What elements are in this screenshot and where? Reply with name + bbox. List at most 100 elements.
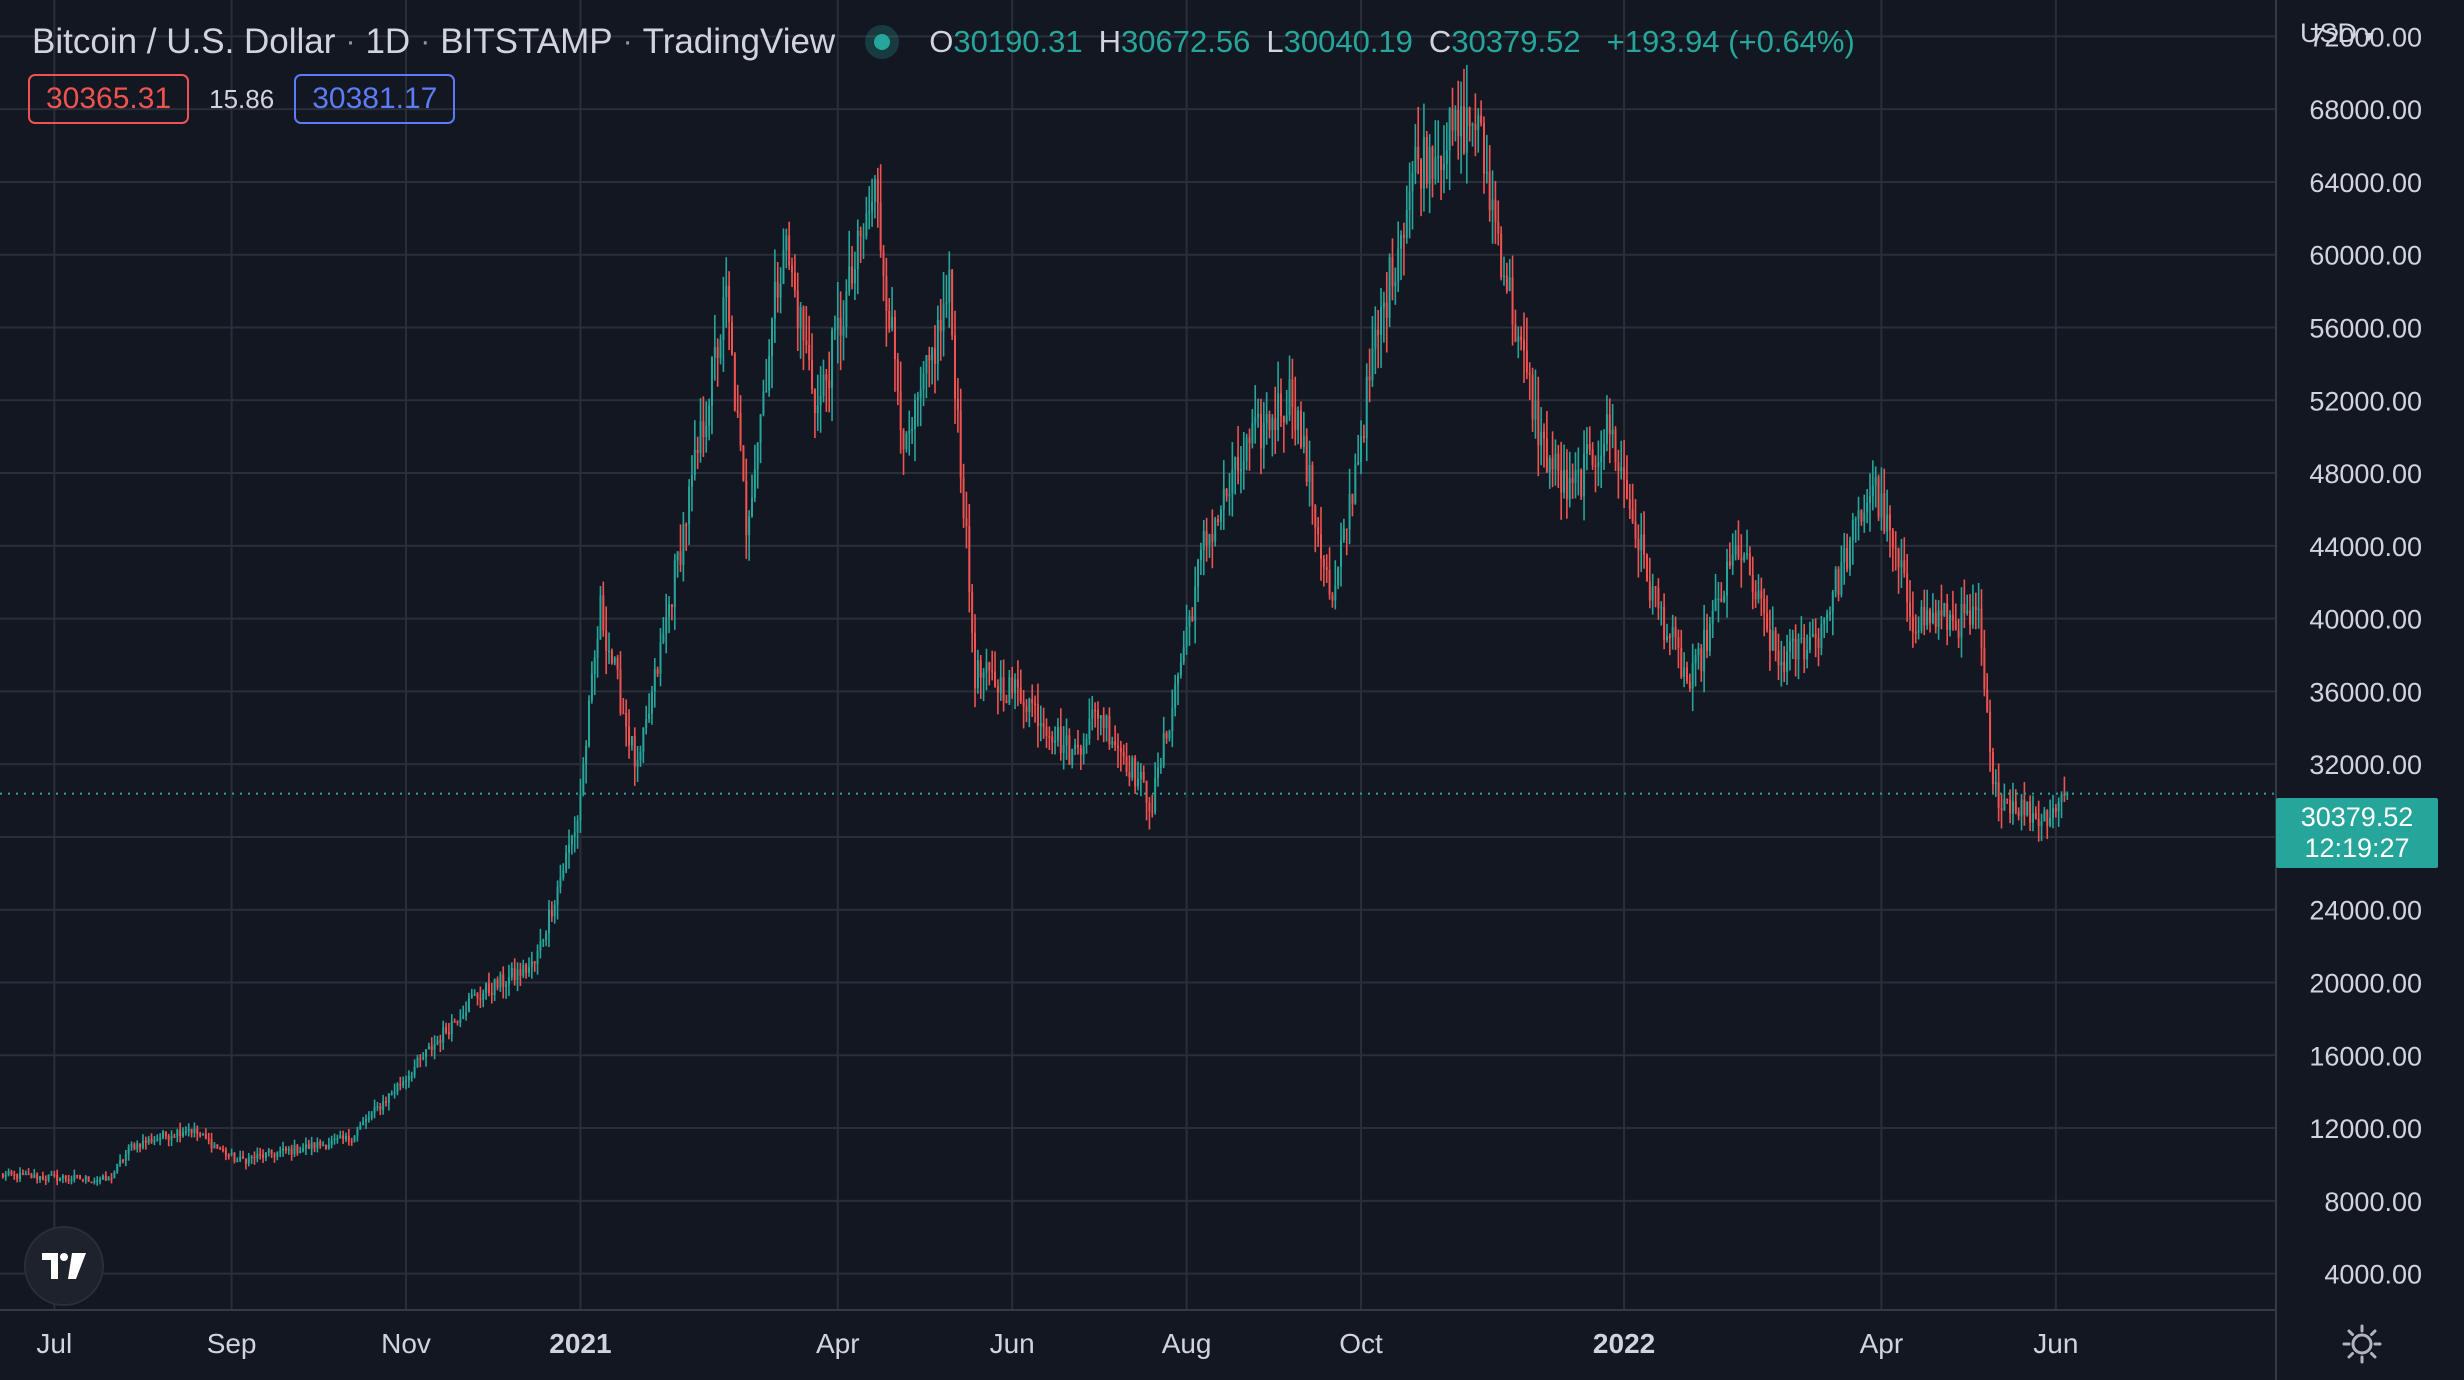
candle (199, 1131, 202, 1138)
candle (87, 1176, 90, 1182)
candle (490, 983, 493, 1004)
candle (1514, 309, 1517, 343)
candle (153, 1135, 156, 1146)
candle (916, 391, 919, 427)
candle (447, 1022, 450, 1040)
candle (184, 1126, 187, 1136)
gear-icon[interactable] (2340, 1322, 2384, 1366)
candle (2051, 794, 2054, 829)
candle (579, 778, 582, 833)
candle (513, 958, 516, 986)
candle (1563, 444, 1566, 499)
candle (756, 442, 759, 489)
candle (339, 1130, 342, 1139)
candle (313, 1141, 316, 1153)
candle (876, 167, 879, 228)
sell-button[interactable]: 30365.31 (28, 74, 190, 124)
candle (1834, 566, 1837, 598)
candle (1259, 398, 1262, 475)
candle (1714, 573, 1717, 612)
candle (1340, 522, 1343, 587)
candle (550, 901, 553, 922)
candle (1557, 444, 1560, 488)
candle (602, 581, 605, 637)
candle (1560, 441, 1563, 520)
price-tick-label: 4000.00 (2324, 1260, 2422, 1290)
change-value: +193.94 (+0.64%) (1606, 24, 1855, 59)
candle (1277, 361, 1280, 442)
candle (1294, 376, 1297, 446)
candle (1551, 431, 1554, 488)
candle (1056, 718, 1059, 747)
candle (1891, 528, 1894, 572)
candle (1917, 616, 1920, 640)
candle (133, 1142, 136, 1151)
candle (93, 1177, 96, 1185)
candle (1105, 714, 1108, 742)
candle (1462, 68, 1465, 155)
candle (2023, 782, 2026, 826)
buy-button[interactable]: 30381.17 (294, 74, 456, 124)
candle (593, 650, 596, 696)
candle (925, 355, 928, 399)
candle (994, 651, 997, 688)
candle (776, 261, 779, 313)
candle (831, 327, 834, 422)
price-tick-label: 32000.00 (2309, 750, 2422, 780)
candle (851, 246, 854, 290)
candle (670, 604, 673, 621)
candle (1900, 538, 1903, 589)
candle (147, 1135, 150, 1145)
candle (356, 1126, 359, 1142)
candle (868, 186, 871, 230)
time-tick-label: Oct (1339, 1328, 1383, 1359)
candle (159, 1133, 162, 1146)
currency-selector[interactable]: USD ▾ (2300, 18, 2374, 49)
candle (1502, 256, 1505, 286)
candle (59, 1177, 62, 1182)
price-tick-label: 16000.00 (2309, 1041, 2422, 1071)
candle (819, 366, 822, 433)
candle (522, 959, 525, 979)
interval-label[interactable]: 1D (365, 22, 411, 61)
trade-panel: 30365.31 15.86 30381.17 (28, 74, 456, 124)
candle (768, 339, 771, 397)
candle (459, 1009, 462, 1028)
candle (507, 964, 510, 996)
candle (985, 648, 988, 691)
candle (1248, 428, 1251, 471)
candle (719, 334, 722, 365)
provider-label: TradingView (642, 22, 836, 61)
candle (1508, 259, 1511, 292)
candle (316, 1137, 319, 1153)
candle (473, 989, 476, 997)
candle (1485, 134, 1488, 184)
candle (1577, 447, 1580, 496)
candle (230, 1148, 233, 1157)
candle (1445, 122, 1448, 180)
candle (333, 1133, 336, 1145)
candle (893, 310, 896, 392)
candle (1991, 747, 1994, 794)
candle (1603, 429, 1606, 470)
candle (1605, 395, 1608, 452)
candle (1969, 594, 1972, 635)
candle (1537, 376, 1540, 477)
candle (1520, 326, 1523, 351)
candle (1428, 134, 1431, 214)
candle (862, 223, 865, 260)
price-tick-label: 44000.00 (2309, 532, 2422, 562)
candle (2054, 804, 2057, 818)
candle (582, 757, 585, 797)
candle (1051, 731, 1054, 755)
candle (673, 553, 676, 630)
candle (1454, 105, 1457, 142)
candle (665, 593, 668, 654)
symbol-name[interactable]: Bitcoin / U.S. Dollar (32, 22, 336, 61)
candle (399, 1076, 402, 1091)
tradingview-logo-icon[interactable] (24, 1226, 104, 1306)
market-status-dot-icon[interactable] (865, 25, 900, 59)
candle (1059, 708, 1062, 761)
candle (1645, 553, 1648, 582)
